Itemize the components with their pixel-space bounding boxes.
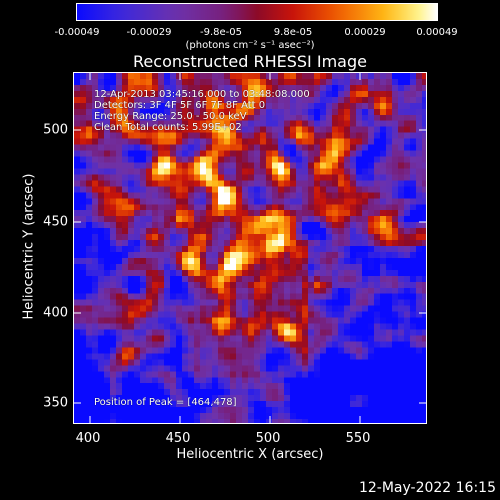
image-panel: 12-Apr-2013 03:45:16.000 to 03:48:08.000…: [73, 72, 427, 424]
colorbar-tick: 9.8e-05: [273, 27, 313, 38]
x-tick-label: 450: [165, 431, 191, 446]
colorbar-tick: -0.00049: [54, 27, 100, 38]
info-time: 12-Apr-2013 03:45:16.000 to 03:48:08.000: [94, 89, 310, 100]
y-tick-label: 400: [43, 305, 68, 321]
y-axis-label: Heliocentric Y (arcsec): [21, 173, 37, 320]
y-tick-label: 500: [43, 122, 68, 138]
colorbar-tick: -0.00029: [126, 27, 172, 38]
colorbar-tick: 0.00049: [416, 27, 458, 38]
colorbar-tick: 0.00029: [344, 27, 386, 38]
y-tick-label: 350: [43, 395, 68, 411]
peak-position: Position of Peak = [464,478]: [94, 397, 237, 408]
x-tick-label: 550: [345, 431, 371, 446]
x-tick-label: 400: [75, 431, 101, 446]
heatmap-image: [74, 73, 426, 423]
info-energy: Energy Range: 25.0 - 50.0 keV: [94, 111, 247, 122]
info-detectors: Detectors: 3F 4F 5F 6F 7F 8F Att 0: [94, 100, 266, 111]
date-stamp: 12-May-2022 16:15: [358, 480, 496, 496]
x-tick-label: 500: [255, 431, 281, 446]
colorbar-units: (photons cm⁻² s⁻¹ asec⁻²): [185, 40, 315, 51]
y-tick-label: 450: [43, 214, 68, 230]
x-axis-label: Heliocentric X (arcsec): [176, 447, 324, 462]
colorbar: [76, 3, 438, 21]
plot-title: Reconstructed RHESSI Image: [133, 52, 367, 71]
info-clean: Clean Total counts: 5.99E+02: [94, 122, 242, 133]
colorbar-tick: -9.8e-05: [200, 27, 242, 38]
